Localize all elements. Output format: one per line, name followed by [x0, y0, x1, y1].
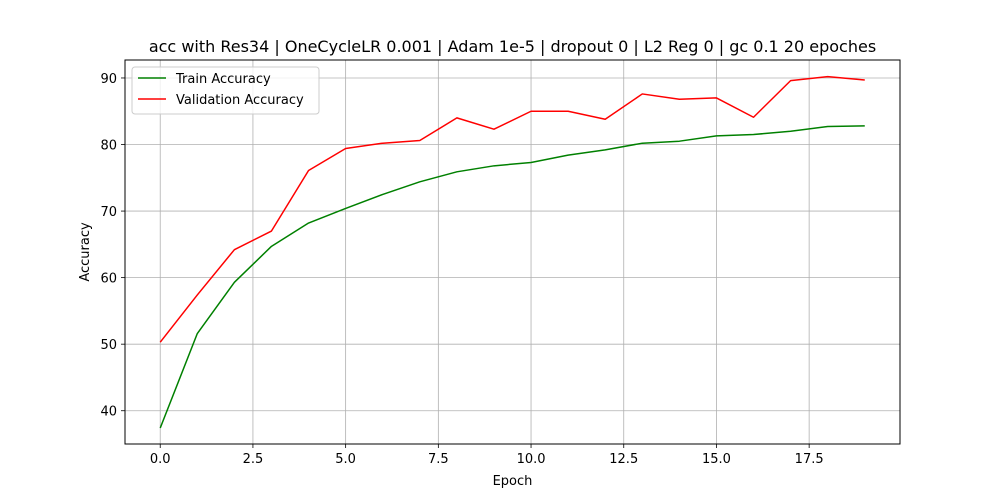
x-tick-label: 10.0	[517, 452, 546, 467]
y-tick-label: 90	[100, 72, 117, 87]
y-tick-label: 40	[100, 405, 117, 420]
legend-label-train: Train Accuracy	[175, 72, 271, 87]
x-tick-label: 7.5	[428, 452, 449, 467]
y-tick-label: 60	[100, 272, 117, 287]
axis-ticks: 0.0 2.5 5.0 7.5 10.0 12.5 15.0 17.5 40 50 60 70 80 90	[100, 72, 823, 467]
x-tick-label: 2.5	[243, 452, 264, 467]
x-tick-label: 17.5	[795, 452, 824, 467]
grid-lines	[125, 60, 900, 444]
series-line-validation-accuracy	[159, 75, 865, 343]
x-tick-label: 15.0	[702, 452, 731, 467]
y-tick-label: 70	[100, 205, 117, 220]
legend-label-validation: Validation Accuracy	[176, 93, 304, 108]
x-tick-label: 5.0	[335, 452, 356, 467]
series-lines	[159, 75, 865, 429]
legend-box	[131, 66, 320, 115]
x-tick-label: 12.5	[609, 452, 638, 467]
y-axis-label: Accuracy	[78, 222, 93, 282]
x-axis-label: Epoch	[493, 474, 533, 489]
legend: Train Accuracy Validation Accuracy	[131, 66, 320, 115]
series-line-train-accuracy	[159, 125, 865, 429]
x-tick-label: 0.0	[150, 452, 171, 467]
y-tick-label: 80	[100, 139, 117, 154]
chart-title: acc with Res34 | OneCycleLR 0.001 | Adam…	[149, 37, 876, 56]
plot-area-frame	[124, 59, 901, 445]
y-tick-label: 50	[100, 338, 117, 353]
